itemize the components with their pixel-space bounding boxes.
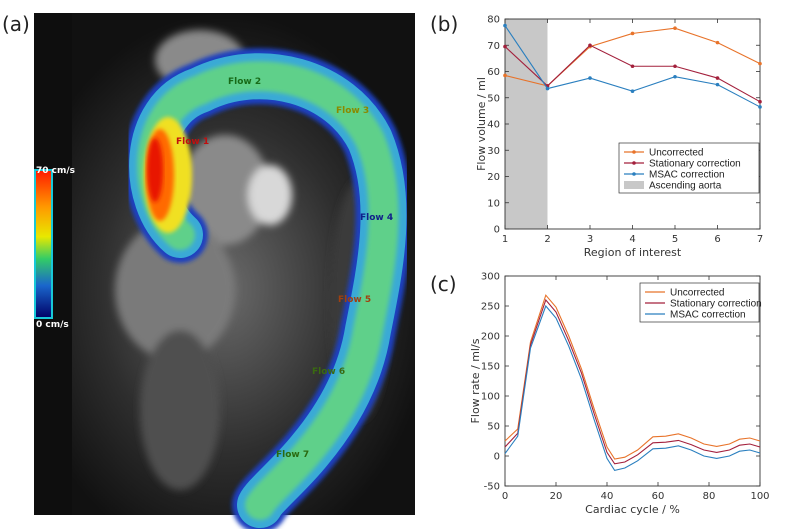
x-tick-label: 60 bbox=[652, 491, 665, 502]
x-tick-label: 5 bbox=[672, 234, 678, 245]
y-tick-label: 100 bbox=[481, 392, 500, 403]
data-point-uncorrected bbox=[503, 73, 507, 78]
colorbar-min-label: 0 cm/s bbox=[36, 320, 69, 330]
y-tick-label: 60 bbox=[487, 67, 500, 78]
panel-label-a: (a) bbox=[2, 12, 30, 36]
flow-label-5: Flow 5 bbox=[338, 295, 371, 305]
data-point-stationary bbox=[588, 43, 592, 48]
y-tick-label: 40 bbox=[487, 120, 500, 131]
series-line-uncorrected bbox=[504, 294, 761, 460]
data-point-msac bbox=[715, 82, 720, 87]
panel-label-b: (b) bbox=[430, 12, 458, 36]
legend-entry: Stationary correction bbox=[649, 159, 741, 170]
data-point-msac bbox=[588, 76, 592, 80]
x-tick-label: 20 bbox=[550, 491, 563, 502]
x-tick-label: 3 bbox=[587, 234, 593, 245]
y-tick-label: 0 bbox=[494, 452, 500, 463]
legend-patch bbox=[624, 181, 644, 189]
flow-label-1: Flow 1 bbox=[176, 137, 209, 147]
x-tick-label: 4 bbox=[629, 234, 635, 245]
y-tick-label: 250 bbox=[481, 302, 500, 313]
x-tick-label: 80 bbox=[703, 491, 716, 502]
data-point-stationary bbox=[758, 99, 762, 104]
y-tick-label: 30 bbox=[487, 146, 500, 157]
series-line-stationary bbox=[504, 298, 761, 465]
y-tick-label: 200 bbox=[481, 332, 500, 343]
y-tick-label: 50 bbox=[487, 93, 500, 104]
legend-entry: Stationary correction bbox=[670, 299, 762, 310]
panel-label-c: (c) bbox=[430, 272, 457, 296]
x-tick-label: 100 bbox=[750, 491, 769, 502]
x-tick-label: 6 bbox=[714, 234, 720, 245]
colorbar-max-label: 70 cm/s bbox=[36, 166, 75, 176]
legend-entry: MSAC correction bbox=[670, 310, 746, 321]
data-point-msac bbox=[630, 89, 635, 93]
data-point-stationary bbox=[630, 64, 635, 69]
y-tick-label: 50 bbox=[487, 422, 500, 433]
mri-panel: (a) 70 cm/s 0 cm/s Flow 1 Flow 2 Flow 3 … bbox=[2, 12, 415, 529]
legend-marker bbox=[632, 150, 636, 154]
x-tick-label: 0 bbox=[502, 491, 508, 502]
x-tick-label: 1 bbox=[502, 234, 508, 245]
data-point-msac bbox=[673, 74, 677, 79]
plot-frame bbox=[504, 18, 761, 230]
x-tick-label: 2 bbox=[544, 234, 550, 245]
data-point-msac bbox=[545, 86, 550, 91]
data-point-uncorrected bbox=[630, 31, 635, 36]
flow-label-4: Flow 4 bbox=[360, 213, 393, 223]
series-line-msac bbox=[504, 304, 761, 472]
x-axis-label: Cardiac cycle / % bbox=[585, 503, 680, 516]
legend-entry: Uncorrected bbox=[649, 148, 703, 159]
legend-marker bbox=[632, 161, 636, 165]
flow-label-7: Flow 7 bbox=[276, 450, 309, 460]
legend-entry: Ascending aorta bbox=[649, 181, 722, 192]
legend-marker bbox=[632, 172, 636, 176]
data-point-stationary bbox=[715, 76, 720, 80]
velocity-colorbar bbox=[34, 169, 53, 319]
data-point-msac bbox=[758, 105, 762, 109]
data-point-uncorrected bbox=[673, 26, 677, 30]
y-axis-label: Flow volume / ml bbox=[475, 77, 488, 171]
y-tick-label: 300 bbox=[481, 272, 500, 283]
y-tick-label: 0 bbox=[494, 225, 500, 236]
data-point-msac bbox=[503, 23, 507, 28]
legend-entry: Uncorrected bbox=[670, 288, 724, 299]
data-point-stationary bbox=[503, 44, 507, 49]
y-tick-label: 10 bbox=[487, 198, 500, 209]
x-tick-label: 40 bbox=[601, 491, 614, 502]
x-axis-label: Region of interest bbox=[584, 246, 682, 259]
y-tick-label: 150 bbox=[481, 362, 500, 373]
y-tick-label: 20 bbox=[487, 172, 500, 183]
flow-label-3: Flow 3 bbox=[336, 106, 369, 116]
y-tick-label: 70 bbox=[487, 41, 500, 52]
legend-entry: MSAC correction bbox=[649, 170, 725, 181]
shaded-region-ascending-aorta bbox=[505, 19, 548, 229]
x-tick-label: 7 bbox=[757, 234, 763, 245]
data-point-uncorrected bbox=[715, 40, 720, 45]
flow-label-2: Flow 2 bbox=[228, 77, 261, 87]
data-point-uncorrected bbox=[758, 61, 762, 66]
data-point-stationary bbox=[673, 64, 677, 69]
y-tick-label: 80 bbox=[487, 15, 500, 26]
flow-label-6: Flow 6 bbox=[312, 367, 345, 377]
y-axis-label: Flow rate / ml/s bbox=[469, 338, 482, 423]
aorta-flow-map bbox=[124, 48, 412, 529]
plot-frame bbox=[504, 275, 761, 487]
y-tick-label: -50 bbox=[484, 482, 500, 493]
